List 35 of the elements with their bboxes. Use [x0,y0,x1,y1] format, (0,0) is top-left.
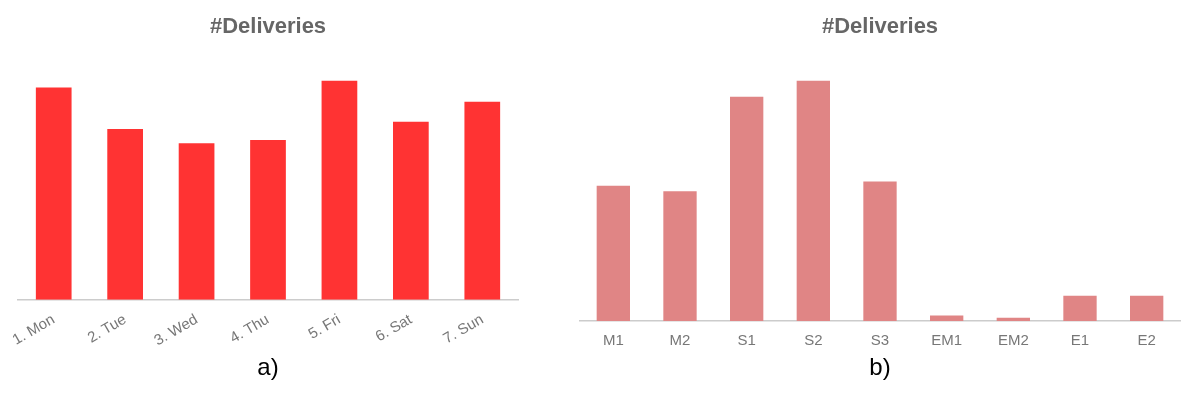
x-tick-label: 4. Thu [226,310,272,346]
x-tick-label: S2 [804,331,823,349]
bar [596,185,630,321]
x-tick-label: EM2 [997,331,1029,349]
x-tick-label: E1 [1070,331,1090,349]
bar [393,121,429,300]
x-tick-label: M2 [669,331,691,349]
bar [863,181,897,321]
bar [464,101,501,300]
chart-title: #Deliveries [209,13,327,39]
bar [1130,295,1164,321]
x-tick-label: EM1 [931,331,963,349]
text: a) [256,353,280,381]
x-tick-label: M1 [602,331,624,349]
bar [321,80,358,300]
bar [663,191,697,321]
bar [35,87,72,300]
bar [796,80,830,321]
bar [930,315,964,321]
text: b) [868,353,892,381]
x-tick-label: E2 [1137,331,1156,349]
x-tick-label: 7. Sun [439,310,486,347]
x-tick-label: S1 [737,331,756,349]
bar [250,140,286,300]
chart-title: #Deliveries [821,13,939,39]
bar [730,96,764,321]
x-tick-label: 1. Mon [9,310,58,348]
x-tick-label: S3 [870,331,890,349]
x-tick-label: 2. Tue [84,310,129,346]
x-tick-label: 5. Fri [304,310,343,342]
bar [1063,295,1097,321]
x-tick-label: 6. Sat [372,309,416,345]
bar [178,143,215,300]
x-tick-label: 3. Wed [150,310,201,349]
bar [107,128,143,300]
